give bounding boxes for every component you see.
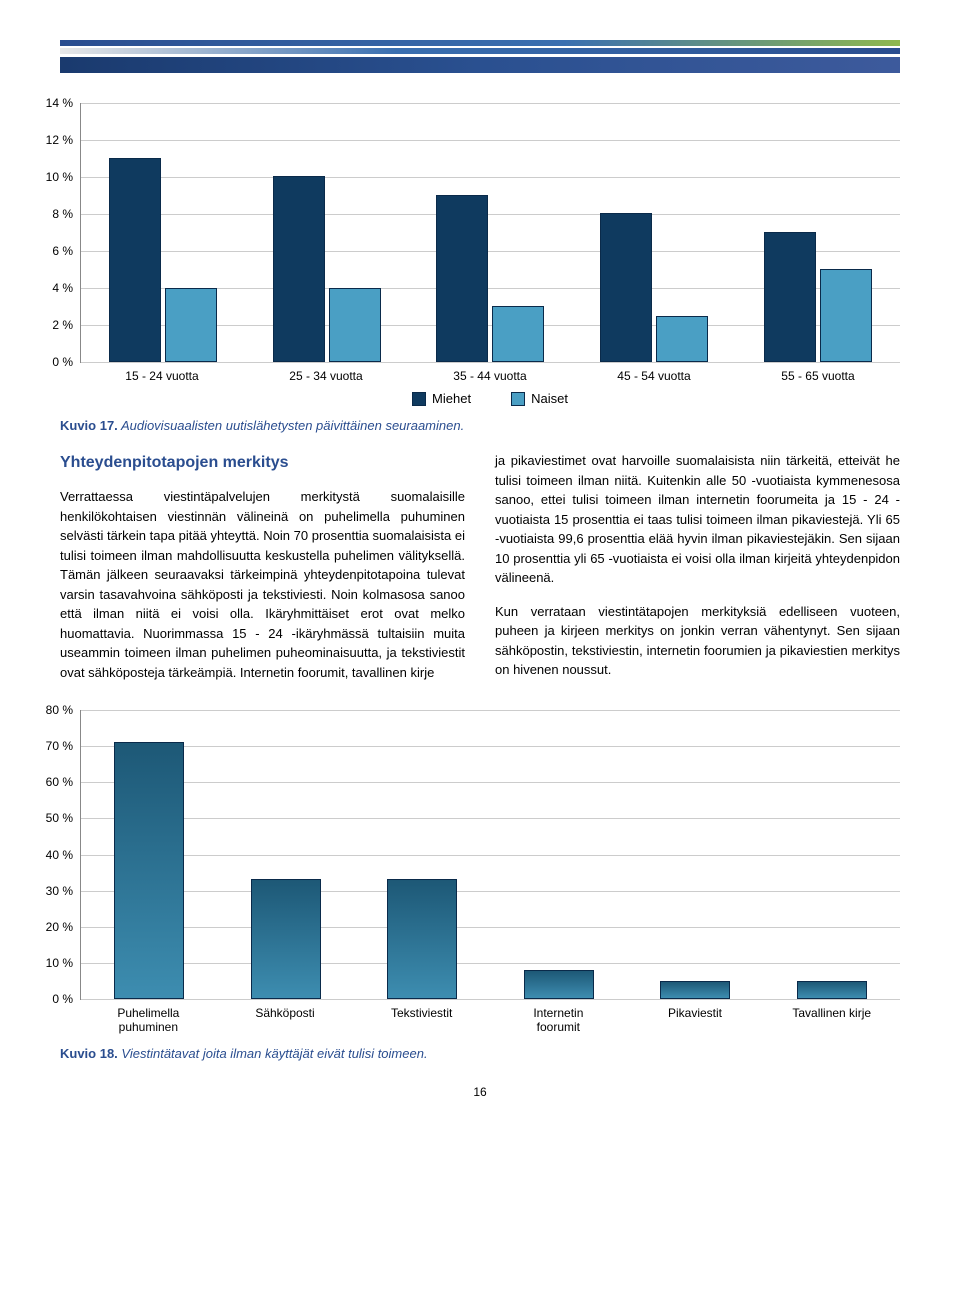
bar — [251, 879, 321, 999]
bars-row — [81, 103, 900, 362]
caption-1-kuvio: Kuvio 17. — [60, 418, 118, 433]
y-axis-label: 8 % — [52, 207, 81, 221]
y-axis-label: 40 % — [46, 848, 81, 862]
bar — [492, 306, 544, 362]
body-columns: Yhteydenpitotapojen merkitys Verrattaess… — [60, 451, 900, 682]
page-number: 16 — [60, 1085, 900, 1099]
caption-1: Kuvio 17. Audiovisuaalisten uutislähetys… — [60, 418, 900, 433]
x-axis-label: Sähköposti — [217, 1006, 354, 1034]
x-axis-label: 45 - 54 vuotta — [572, 369, 736, 383]
body-col-1: Yhteydenpitotapojen merkitys Verrattaess… — [60, 451, 465, 682]
legend-label: Miehet — [432, 391, 471, 406]
bar-group — [109, 158, 217, 362]
y-axis-label: 12 % — [46, 133, 81, 147]
bar-group — [273, 176, 381, 362]
chart-1-xlabels: 15 - 24 vuotta25 - 34 vuotta35 - 44 vuot… — [80, 369, 900, 383]
gradient-bar-2 — [60, 48, 900, 54]
bar-group — [436, 195, 544, 362]
x-axis-label: Tekstiviestit — [353, 1006, 490, 1034]
gridline — [81, 999, 900, 1000]
chart-1-plot: 0 %2 %4 %6 %8 %10 %12 %14 % — [80, 103, 900, 363]
bar-group — [387, 879, 457, 999]
x-axis-label: 15 - 24 vuotta — [80, 369, 244, 383]
bar-group — [797, 981, 867, 999]
y-axis-label: 80 % — [46, 703, 81, 717]
bar — [436, 195, 488, 362]
header-decorative-bars — [60, 40, 900, 73]
bar — [329, 288, 381, 362]
bar — [660, 981, 730, 999]
chart-2-xlabels: PuhelimellapuhuminenSähköpostiTekstivies… — [80, 1006, 900, 1034]
bar — [165, 288, 217, 362]
y-axis-label: 4 % — [52, 281, 81, 295]
thick-bar — [60, 57, 900, 73]
x-axis-label: Tavallinen kirje — [763, 1006, 900, 1034]
caption-2: Kuvio 18. Viestintätavat joita ilman käy… — [60, 1046, 900, 1061]
y-axis-label: 50 % — [46, 811, 81, 825]
bar-group — [600, 213, 708, 362]
x-axis-label: 35 - 44 vuotta — [408, 369, 572, 383]
caption-2-kuvio: Kuvio 18. — [60, 1046, 118, 1061]
x-axis-label: Puhelimellapuhuminen — [80, 1006, 217, 1034]
gridline — [81, 362, 900, 363]
legend-item: Naiset — [511, 391, 568, 406]
bar-group — [524, 970, 594, 999]
bar — [600, 213, 652, 362]
legend-item: Miehet — [412, 391, 471, 406]
bars-row — [81, 710, 900, 999]
gradient-bar-1 — [60, 40, 900, 46]
y-axis-label: 60 % — [46, 775, 81, 789]
x-axis-label: Internetinfoorumit — [490, 1006, 627, 1034]
section-title: Yhteydenpitotapojen merkitys — [60, 451, 465, 475]
bar — [764, 232, 816, 362]
x-axis-label: 55 - 65 vuotta — [736, 369, 900, 383]
bar — [387, 879, 457, 999]
y-axis-label: 20 % — [46, 920, 81, 934]
bar-group — [764, 232, 872, 362]
x-axis-label: 25 - 34 vuotta — [244, 369, 408, 383]
chart-1-legend: Miehet Naiset — [80, 391, 900, 406]
bar — [656, 316, 708, 362]
chart-1: 0 %2 %4 %6 %8 %10 %12 %14 % 15 - 24 vuot… — [80, 103, 900, 406]
chart-2-plot: 0 %10 %20 %30 %40 %50 %60 %70 %80 % — [80, 710, 900, 1000]
bar — [524, 970, 594, 999]
body-col-1-text: Verrattaessa viestintäpalvelujen merkity… — [60, 487, 465, 682]
y-axis-label: 0 % — [52, 355, 81, 369]
y-axis-label: 30 % — [46, 884, 81, 898]
bar-group — [660, 981, 730, 999]
y-axis-label: 10 % — [46, 170, 81, 184]
bar — [109, 158, 161, 362]
y-axis-label: 6 % — [52, 244, 81, 258]
legend-swatch — [412, 392, 426, 406]
bar — [820, 269, 872, 362]
body-col-2: ja pikaviestimet ovat harvoille suomalai… — [495, 451, 900, 682]
body-col-2-text: ja pikaviestimet ovat harvoille suomalai… — [495, 451, 900, 588]
caption-1-text: Audiovisuaalisten uutislähetysten päivit… — [121, 418, 464, 433]
body-col-2b-text: Kun verrataan viestintätapojen merkityks… — [495, 602, 900, 680]
bar-group — [114, 742, 184, 999]
bar-group — [251, 879, 321, 999]
chart-2: 0 %10 %20 %30 %40 %50 %60 %70 %80 % Puhe… — [80, 710, 900, 1034]
y-axis-label: 14 % — [46, 96, 81, 110]
y-axis-label: 2 % — [52, 318, 81, 332]
legend-label: Naiset — [531, 391, 568, 406]
x-axis-label: Pikaviestit — [627, 1006, 764, 1034]
bar — [114, 742, 184, 999]
y-axis-label: 10 % — [46, 956, 81, 970]
legend-swatch — [511, 392, 525, 406]
bar — [273, 176, 325, 362]
y-axis-label: 0 % — [52, 992, 81, 1006]
y-axis-label: 70 % — [46, 739, 81, 753]
caption-2-text: Viestintätavat joita ilman käyttäjät eiv… — [121, 1046, 427, 1061]
bar — [797, 981, 867, 999]
